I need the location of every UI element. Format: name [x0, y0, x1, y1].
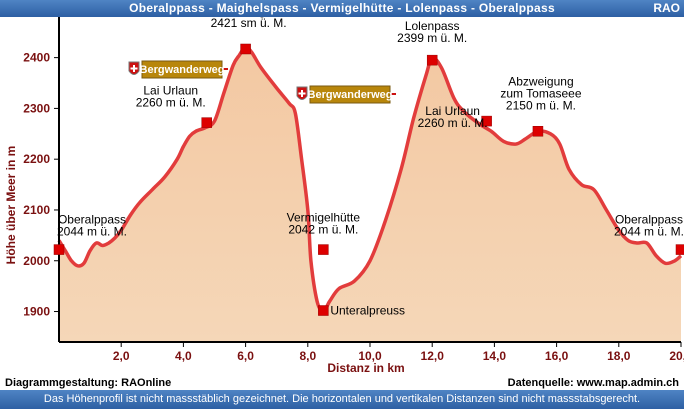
- x-tick-label: 14,0: [483, 349, 507, 363]
- x-tick-label: 20,0: [669, 349, 684, 363]
- waypoint-elevation: 2260 m ü. M.: [136, 96, 206, 110]
- waypoint-name: Oberalppass: [58, 213, 126, 227]
- waypoint-elevation: 2042 m ü. M.: [288, 223, 358, 237]
- waypoint-elevation: 2044 m ü. M.: [57, 225, 127, 239]
- waypoint-name: Pass Maighels: [210, 17, 288, 18]
- footer-note: Das Höhenprofil ist nicht massstäblich g…: [43, 393, 641, 405]
- y-tick-label: 2300: [23, 101, 50, 115]
- waypoint-marker: Unteralpreuss: [318, 304, 405, 318]
- waypoint-elevation: 2260 m ü. M.: [418, 116, 488, 130]
- hiking-trail-sign: Bergwanderweg: [296, 85, 396, 104]
- x-tick-label: 6,0: [237, 349, 254, 363]
- y-axis-title: Höhe über Meer in m: [4, 146, 18, 265]
- waypoint-square: [532, 126, 544, 137]
- waypoint-name: Lai Urlaun: [143, 84, 198, 98]
- y-tick-label: 2100: [23, 203, 50, 217]
- waypoint-elevation: 2150 m ü. M.: [506, 98, 576, 112]
- x-tick-label: 16,0: [545, 349, 569, 363]
- data-source-credit: Datenquelle: www.map.admin.ch: [507, 377, 679, 389]
- waypoint-elevation: 2399 m ü. M.: [397, 31, 467, 45]
- page-title: Oberalppass - Maighelspass - Vermigelhüt…: [129, 1, 555, 15]
- x-tick-label: 10,0: [358, 349, 382, 363]
- y-tick-label: 1900: [23, 305, 50, 319]
- x-tick-label: 12,0: [421, 349, 445, 363]
- y-tick-label: 2000: [23, 254, 50, 268]
- waypoint-name: Vermigelhütte: [287, 211, 361, 225]
- header-bar: Oberalppass - Maighelspass - Vermigelhüt…: [0, 0, 684, 17]
- waypoint-square: [240, 43, 251, 55]
- hiking-trail-sign: Bergwanderweg: [128, 60, 228, 79]
- x-axis-title: Distanz in km: [327, 361, 404, 372]
- waypoint-name: Lolenpass: [405, 19, 460, 33]
- waypoint-name: Oberalppass: [615, 213, 683, 227]
- waypoint-square: [53, 244, 65, 255]
- waypoint-square: [675, 244, 684, 255]
- sign-label: Bergwanderweg: [308, 89, 393, 101]
- waypoint-elevation: 2044 m ü. M.: [614, 225, 684, 239]
- waypoint-square: [318, 305, 329, 316]
- waypoint-name: zum Tomaseee: [500, 86, 581, 100]
- profile-line: [57, 45, 683, 314]
- waypoint-square: [201, 117, 212, 128]
- x-tick-label: 18,0: [607, 349, 631, 363]
- footer-bar: Das Höhenprofil ist nicht massstäblich g…: [0, 390, 684, 409]
- y-tick-label: 2200: [23, 152, 50, 166]
- elevation-profile-chart: Höhe über Meer in m 1900 2000 2100 2200 2300…: [4, 17, 684, 372]
- x-tick-label: 8,0: [299, 349, 316, 363]
- hiking-trail-sign-icon: [128, 61, 140, 75]
- waypoint-name: Abzweigung: [508, 74, 573, 88]
- profile-area: [59, 46, 681, 342]
- waypoint-marker: Pass Maighels2421 sm ü. M.: [210, 17, 288, 55]
- waypoint-square: [318, 244, 329, 255]
- hiking-trail-sign-icon: [296, 86, 308, 100]
- x-tick-label: 2,0: [113, 349, 130, 363]
- waypoint-name: Lai Urlaun: [425, 104, 480, 118]
- brand-label: RAO: [653, 1, 680, 15]
- waypoint-elevation: 2421 sm ü. M.: [211, 17, 287, 30]
- sign-label: Bergwanderweg: [140, 64, 225, 76]
- x-tick-label: 4,0: [175, 349, 192, 363]
- y-tick-label: 2400: [23, 51, 50, 65]
- waypoint-square: [426, 54, 438, 66]
- waypoint-name: Unteralpreuss: [330, 304, 405, 318]
- waypoint-square: [481, 115, 492, 127]
- diagram-credit: Diagrammgestaltung: RAOnline: [5, 377, 172, 389]
